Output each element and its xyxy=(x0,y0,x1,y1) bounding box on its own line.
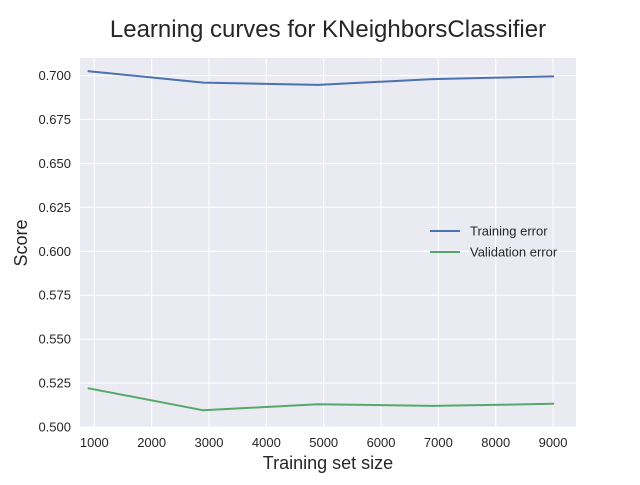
grid-lines xyxy=(80,58,576,428)
legend-label-1: Validation error xyxy=(470,245,558,260)
x-tick-label: 1000 xyxy=(80,435,109,450)
y-tick-label: 0.500 xyxy=(38,420,71,435)
data-point xyxy=(316,403,319,406)
x-tick-label: 3000 xyxy=(195,435,224,450)
x-tick-label: 5000 xyxy=(309,435,338,450)
series-lines xyxy=(87,70,555,412)
plot-area xyxy=(80,58,576,427)
y-tick-label: 0.575 xyxy=(38,288,71,303)
data-point xyxy=(431,78,434,81)
data-point xyxy=(431,404,434,407)
data-point xyxy=(552,75,555,78)
legend: Training error Validation error xyxy=(430,224,558,260)
data-point xyxy=(87,70,90,73)
y-tick-label: 0.650 xyxy=(38,156,71,171)
data-point xyxy=(552,402,555,405)
y-tick-labels: 0.500 0.525 0.550 0.575 0.600 0.625 0.650 0.675… xyxy=(38,68,71,434)
data-point xyxy=(202,409,205,412)
chart-title: Learning curves for KNeighborsClassifier xyxy=(110,16,546,43)
x-tick-label: 7000 xyxy=(424,435,453,450)
y-tick-label: 0.550 xyxy=(38,332,71,347)
y-tick-label: 0.600 xyxy=(38,244,71,259)
x-tick-labels: 1000 2000 3000 4000 5000 6000 7000 8000 9000 xyxy=(80,435,568,450)
y-tick-label: 0.700 xyxy=(38,68,71,83)
x-axis-label: Training set size xyxy=(263,453,393,473)
data-point xyxy=(202,81,205,84)
y-tick-label: 0.625 xyxy=(38,200,71,215)
x-tick-label: 9000 xyxy=(539,435,568,450)
x-tick-label: 6000 xyxy=(367,435,396,450)
legend-label-0: Training error xyxy=(470,224,548,239)
x-tick-label: 4000 xyxy=(252,435,281,450)
x-tick-label: 8000 xyxy=(481,435,510,450)
data-point xyxy=(316,83,319,86)
x-tick-label: 2000 xyxy=(137,435,166,450)
data-point xyxy=(87,387,90,390)
y-axis-label: Score xyxy=(11,219,31,266)
y-tick-label: 0.675 xyxy=(38,112,71,127)
y-tick-label: 0.525 xyxy=(38,376,71,391)
